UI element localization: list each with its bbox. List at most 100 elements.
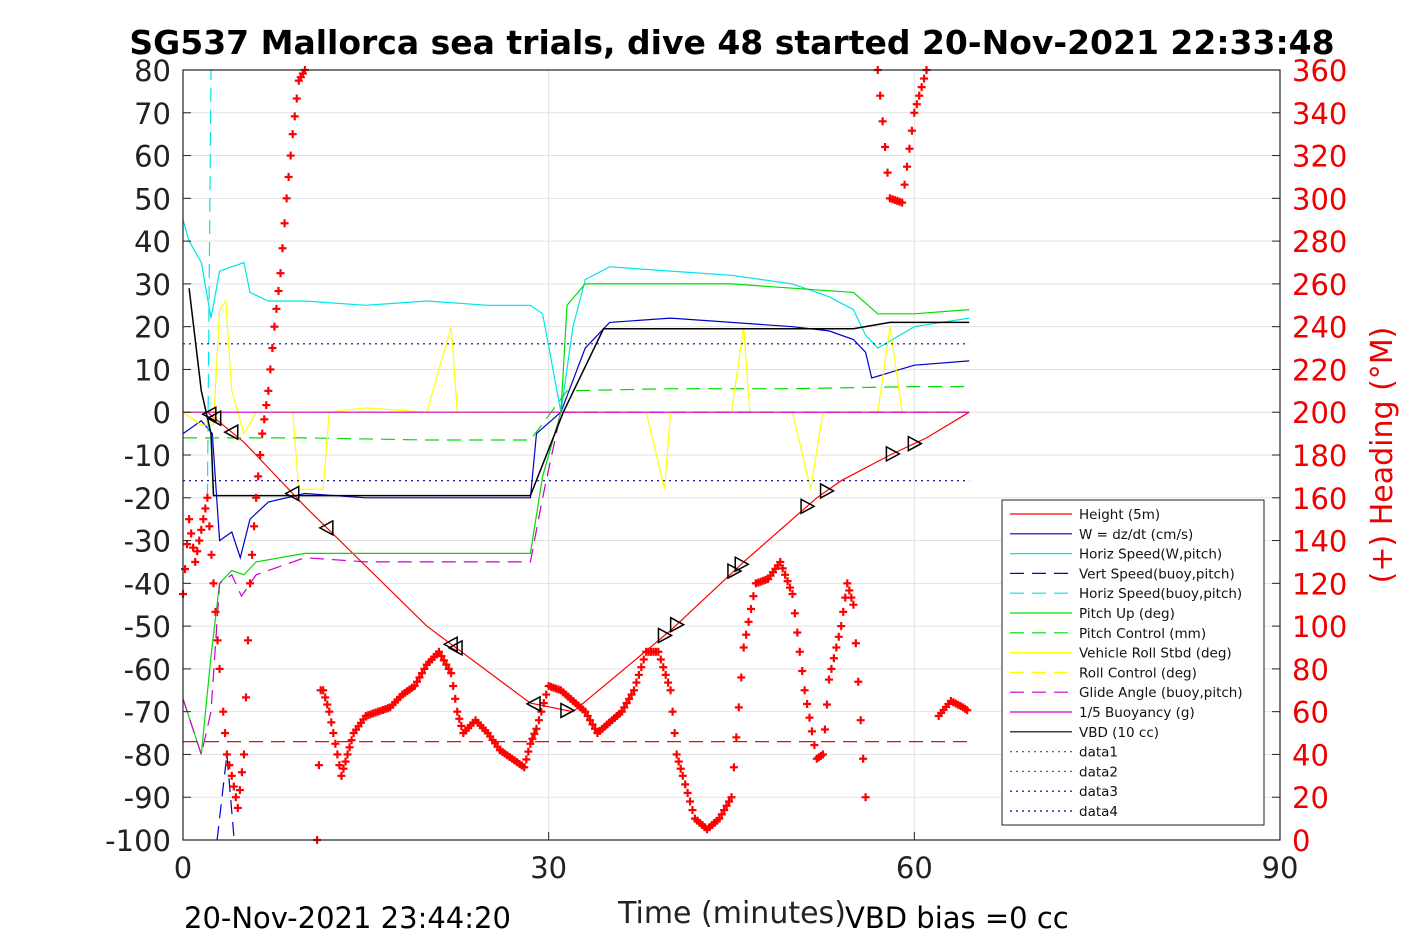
heading-point — [729, 763, 738, 772]
legend-label: Vert Speed(buoy,pitch) — [1079, 566, 1235, 582]
heading-point — [345, 743, 354, 752]
y2-tick-label: 40 — [1292, 738, 1329, 772]
legend-label: Vehicle Roll Stbd (deg) — [1079, 646, 1232, 662]
heading-point — [632, 678, 641, 687]
heading-point — [627, 690, 636, 699]
heading-point — [413, 677, 422, 686]
y-tick-label: -10 — [124, 439, 171, 473]
footer-vbd-bias: VBD bias =0 cc — [845, 901, 1069, 935]
y2-tick-label: 240 — [1292, 311, 1347, 345]
heading-point — [725, 797, 734, 806]
heading-point — [415, 673, 424, 682]
series-glide-angle-buoy-pitch — [182, 411, 970, 757]
height-marker — [284, 485, 300, 502]
y-tick-label: -70 — [124, 696, 171, 730]
height-marker — [907, 435, 923, 452]
heading-point — [656, 655, 665, 664]
heading-point — [845, 586, 854, 595]
heading-point — [250, 522, 259, 531]
height-marker — [223, 423, 239, 441]
heading-point — [522, 755, 531, 764]
heading-point — [917, 83, 926, 92]
heading-point — [292, 94, 301, 103]
heading-point — [739, 643, 748, 652]
heading-point — [260, 415, 269, 424]
chart-title: SG537 Mallorca sea trials, dive 48 start… — [129, 23, 1334, 62]
heading-point — [270, 322, 279, 331]
heading-point — [581, 707, 590, 716]
heading-point — [331, 739, 340, 748]
heading-point — [193, 547, 202, 556]
y2-tick-label: 340 — [1292, 97, 1347, 131]
heading-point — [444, 664, 453, 673]
y-tick-label: -30 — [124, 525, 171, 559]
heading-point — [717, 810, 726, 819]
heading-point — [883, 168, 892, 177]
heading-point — [526, 739, 535, 748]
legend-label: Pitch Control (mm) — [1079, 626, 1206, 642]
y-tick-label: -20 — [124, 482, 171, 516]
y2-tick-label: 300 — [1292, 182, 1347, 216]
heading-point — [798, 667, 807, 676]
heading-point — [859, 754, 868, 763]
heading-point — [262, 401, 271, 410]
heading-point — [195, 536, 204, 545]
heading-point — [683, 788, 692, 797]
x-axis-label: Time (minutes) — [617, 896, 846, 931]
heading-point — [674, 757, 683, 766]
heading-point — [807, 727, 816, 736]
heading-point — [280, 219, 289, 228]
y-tick-label: -60 — [124, 653, 171, 687]
heading-point — [912, 100, 921, 109]
legend-label: Pitch Up (deg) — [1079, 606, 1175, 622]
legend-label: Horiz Speed(buoy,pitch) — [1079, 586, 1242, 602]
series-horiz-speed-w-pitch — [182, 219, 970, 413]
heading-point — [617, 707, 626, 716]
heading-point — [278, 244, 287, 253]
x-tick-label: 30 — [530, 851, 567, 885]
heading-point — [827, 664, 836, 673]
heading-point — [722, 801, 731, 810]
heading-point — [209, 579, 218, 588]
height-marker — [560, 702, 576, 719]
heading-point — [681, 780, 690, 789]
height-marker — [525, 695, 541, 713]
heading-point — [337, 771, 346, 780]
heading-point — [715, 814, 724, 823]
heading-point — [672, 750, 681, 759]
height-marker — [657, 627, 674, 644]
heading-layer — [179, 66, 972, 844]
heading-point — [237, 768, 246, 777]
heading-point — [457, 721, 466, 730]
heading-point — [532, 724, 541, 733]
legend-label: 1/5 Buoyancy (g) — [1079, 705, 1195, 721]
y-tick-label: 40 — [134, 225, 171, 259]
heading-point — [822, 700, 831, 709]
heading-point — [189, 543, 198, 552]
heading-point — [963, 706, 972, 715]
heading-point — [528, 734, 537, 743]
heading-point — [333, 750, 342, 759]
heading-point — [339, 764, 348, 773]
heading-point — [788, 590, 797, 599]
heading-point — [854, 677, 863, 686]
y-tick-label: 50 — [134, 182, 171, 216]
legend-label: VBD (10 cc) — [1079, 725, 1159, 741]
heading-point — [449, 682, 458, 690]
heading-point — [207, 550, 216, 559]
heading-point — [856, 716, 865, 725]
legend-label: Roll Control (deg) — [1079, 665, 1197, 681]
heading-point — [737, 673, 746, 682]
heading-point — [447, 669, 456, 678]
heading-point — [843, 579, 852, 588]
heading-point — [219, 707, 228, 716]
heading-point — [903, 162, 912, 171]
heading-point — [744, 617, 753, 626]
height-marker — [727, 562, 743, 580]
heading-point — [225, 761, 234, 770]
heading-point — [187, 529, 196, 538]
heading-point — [205, 522, 214, 531]
heading-point — [637, 663, 646, 672]
y-tick-label: -80 — [124, 738, 171, 772]
